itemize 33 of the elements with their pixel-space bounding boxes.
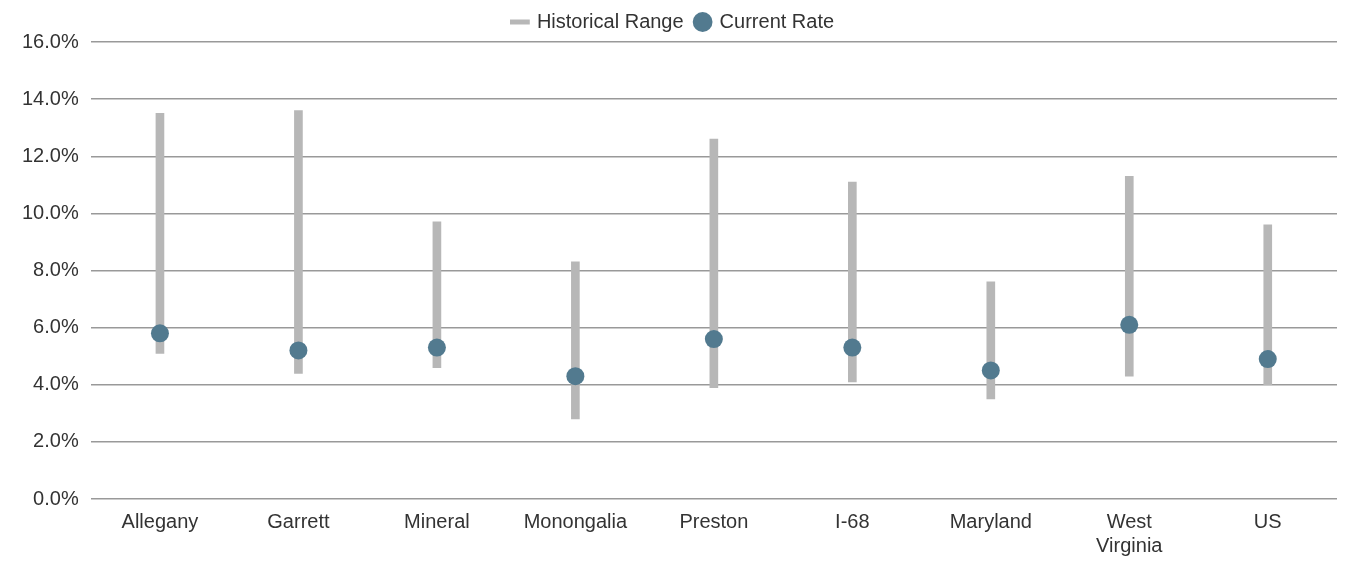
x-tick-label: I-68 [835, 509, 870, 532]
bar [294, 110, 303, 374]
y-tick-label: 8.0% [33, 258, 79, 281]
y-tick-label: 16.0% [21, 29, 79, 52]
point [1258, 350, 1277, 369]
x-tick-label: West Virginia [1096, 509, 1164, 556]
legend-label: Current Rate [719, 9, 835, 32]
bar [1124, 175, 1134, 377]
y-tick-label: 2.0% [33, 429, 79, 452]
y-tick-label: 12.0% [21, 143, 79, 166]
y-tick-label: 0.0% [33, 486, 79, 509]
point [566, 367, 585, 386]
point [150, 324, 169, 343]
x-tick-label: Preston [679, 509, 749, 532]
y-tick-label: 10.0% [21, 200, 79, 223]
y-tick-label: 14.0% [21, 86, 79, 109]
point [843, 338, 862, 357]
x-tick-label: Allegany [121, 509, 199, 532]
y-tick-label: 6.0% [33, 315, 79, 338]
x-tick-label: Maryland [949, 509, 1032, 532]
x-tick-label: Monongalia [523, 509, 628, 532]
x-tick-label: Garrett [267, 509, 330, 532]
x-tick-label: US [1253, 509, 1282, 532]
bar [571, 261, 580, 420]
legend-label: Historical Range [536, 9, 684, 32]
point [981, 361, 1000, 380]
y-tick-label: 4.0% [33, 372, 79, 395]
bar [848, 181, 857, 383]
point [704, 330, 723, 349]
x-tick-label: Mineral [404, 509, 470, 532]
point [289, 341, 308, 360]
point [1120, 315, 1139, 334]
point [427, 338, 446, 357]
